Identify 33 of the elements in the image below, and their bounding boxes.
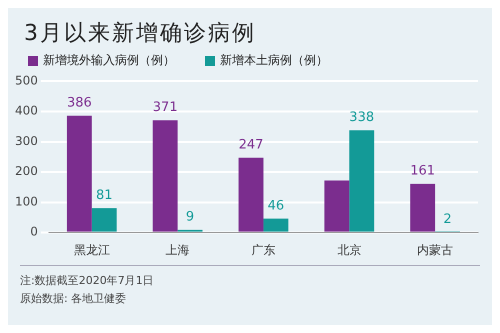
y-tick-label: 300 bbox=[15, 134, 38, 148]
bar bbox=[152, 120, 178, 232]
data-label: 2 bbox=[443, 212, 452, 227]
y-tick-label: 500 bbox=[15, 73, 38, 88]
x-tick-label: 广东 bbox=[251, 242, 276, 257]
bar bbox=[66, 116, 92, 232]
y-tick-label: 0 bbox=[30, 224, 38, 239]
data-label: 46 bbox=[268, 198, 284, 214]
data-label: 247 bbox=[238, 138, 264, 153]
legend-label: 新增境外输入病例（例） bbox=[43, 52, 175, 69]
bar bbox=[349, 130, 374, 232]
bar bbox=[238, 158, 264, 232]
bar bbox=[92, 208, 117, 232]
x-tick-label: 北京 bbox=[337, 242, 362, 257]
x-tick-label: 上海 bbox=[166, 242, 190, 257]
y-tick-label: 200 bbox=[15, 164, 38, 178]
legend-label: 新增本土病例（例） bbox=[220, 52, 328, 69]
chart-title: 3月以来新增确诊病例 bbox=[23, 20, 257, 48]
y-tick-label: 100 bbox=[15, 194, 38, 208]
bar bbox=[324, 180, 350, 232]
x-tick-label: 黑龙江 bbox=[74, 242, 110, 257]
data-label: 338 bbox=[349, 110, 374, 126]
x-tick-label: 内蒙古 bbox=[417, 242, 454, 257]
text: 注:数据截至2020年7月1日 bbox=[20, 273, 155, 289]
data-label: 81 bbox=[96, 188, 113, 203]
text: 原始数据: 各地卫健委 bbox=[20, 291, 128, 307]
bar bbox=[263, 218, 288, 232]
y-tick-label: 400 bbox=[15, 104, 38, 118]
data-label: 161 bbox=[410, 164, 436, 179]
data-label: 371 bbox=[152, 100, 178, 116]
bar bbox=[410, 184, 436, 232]
data-label: 9 bbox=[186, 210, 194, 225]
data-label: 386 bbox=[66, 96, 92, 111]
